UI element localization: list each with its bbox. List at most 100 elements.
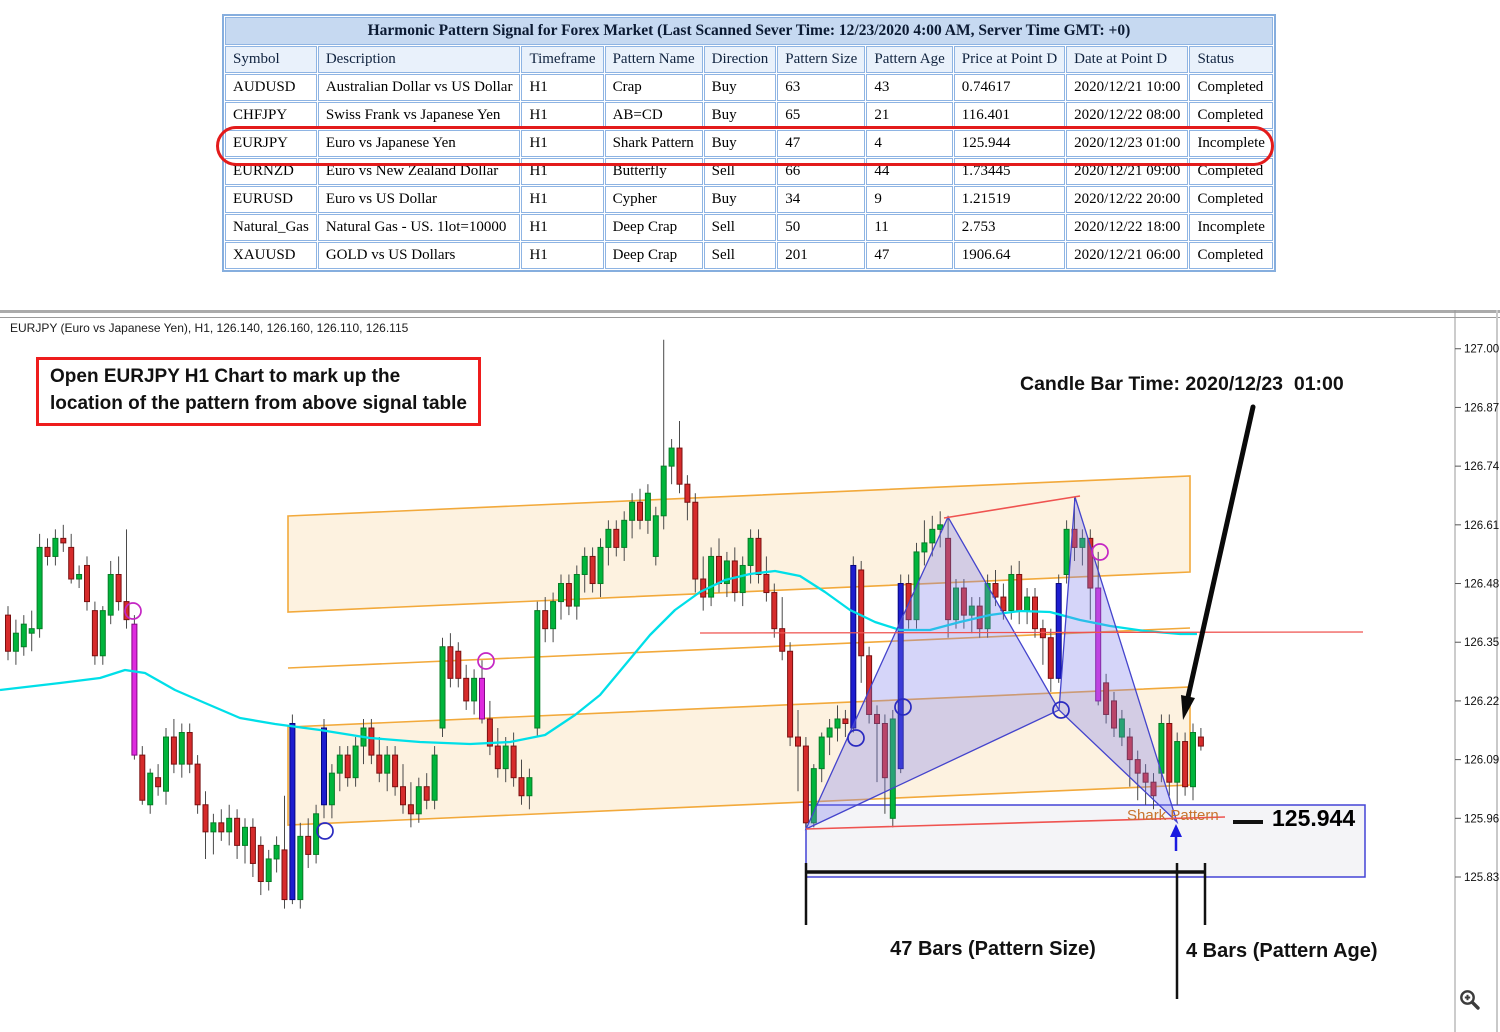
- table-cell: 2.753: [953, 214, 1066, 241]
- candle-body: [1197, 736, 1204, 747]
- candle-body: [1142, 772, 1149, 783]
- candle-body: [115, 573, 122, 603]
- candle-body: [929, 528, 936, 544]
- candle-body: [850, 564, 857, 729]
- candle-body: [1150, 781, 1157, 797]
- table-row[interactable]: AUDUSD Australian Dollar vs US Dollar H1 Cr…: [225, 74, 1273, 101]
- candle-body: [526, 777, 533, 797]
- candle-body: [178, 732, 185, 765]
- table-cell: 2020/12/21 10:00: [1066, 74, 1189, 101]
- candle-body: [1095, 587, 1102, 702]
- table-cell: 2020/12/22 18:00: [1066, 214, 1189, 241]
- candle-body: [629, 501, 636, 521]
- table-row[interactable]: XAUUSD GOLD vs US Dollars H1 Deep Crap Sell 2…: [225, 242, 1273, 269]
- candle-body: [763, 573, 770, 594]
- candle-body: [84, 564, 90, 603]
- table-cell: AB=CD: [604, 102, 703, 129]
- candle-body: [510, 745, 517, 779]
- candle-body: [305, 835, 312, 855]
- table-cell: 43: [866, 74, 953, 101]
- candle-body: [28, 628, 35, 634]
- table-cell: Completed: [1189, 242, 1273, 269]
- candle-body: [573, 573, 580, 607]
- candle-body: [755, 537, 762, 575]
- candle-body: [668, 447, 675, 467]
- table-row[interactable]: CHFJPY Swiss Frank vs Japanese Yen H1 AB=CD…: [225, 102, 1273, 129]
- candle-body: [802, 745, 809, 824]
- pattern-point-circle: [316, 822, 334, 840]
- candle-body: [1039, 628, 1046, 639]
- candle-body: [637, 501, 643, 521]
- table-title-row: Harmonic Pattern Signal for Forex Market…: [225, 17, 1273, 45]
- candle-body: [692, 501, 699, 580]
- candle-body: [155, 777, 162, 788]
- candle-body: [1008, 573, 1015, 612]
- candle-body: [984, 583, 991, 630]
- candle-body: [565, 583, 572, 607]
- table-row[interactable]: EURNZD Euro vs New Zealand Dollar H1 Butter…: [225, 158, 1273, 185]
- pattern-point-circle: [847, 729, 865, 747]
- table-cell: Euro vs New Zealand Dollar: [317, 158, 521, 185]
- shark-pattern-triangle: [804, 515, 1060, 831]
- candle-body: [234, 817, 241, 846]
- table-cell: 116.401: [953, 102, 1066, 129]
- red-trendline: [699, 631, 1364, 634]
- candle-body: [534, 610, 541, 729]
- table-cell: Australian Dollar vs US Dollar: [317, 74, 521, 101]
- table-cell: Buy: [703, 130, 777, 157]
- candle-body: [202, 804, 209, 833]
- candle-body: [771, 592, 778, 630]
- candle-body: [881, 722, 888, 779]
- candle-body: [257, 844, 264, 883]
- zoom-icon[interactable]: [1458, 988, 1482, 1012]
- table-row[interactable]: Natural_Gas Natural Gas - US. 1lot=10000 H…: [225, 214, 1273, 241]
- candle-body: [52, 537, 59, 557]
- candle-body: [186, 732, 193, 765]
- candle-body: [5, 614, 11, 652]
- table-cell: Completed: [1189, 74, 1273, 101]
- table-cell: Euro vs Japanese Yen: [317, 130, 521, 157]
- candle-body: [107, 573, 114, 616]
- column-header-pattern-age: Pattern Age: [866, 46, 953, 73]
- column-header-status: Status: [1189, 46, 1273, 73]
- table-cell: Butterfly: [604, 158, 703, 185]
- table-cell: Completed: [1189, 158, 1273, 185]
- candle-body: [1087, 537, 1094, 589]
- column-header-symbol: Symbol: [225, 46, 317, 73]
- candle-body: [660, 465, 667, 517]
- candle-body: [1182, 741, 1189, 788]
- candle-body: [652, 515, 659, 557]
- candle-body: [455, 650, 462, 679]
- candle-body: [486, 718, 493, 747]
- candle-body: [328, 772, 335, 806]
- pattern-point-circle: [1052, 701, 1070, 719]
- candle-body: [344, 754, 351, 779]
- table-cell: EURJPY: [225, 130, 317, 157]
- candle-body: [163, 736, 169, 792]
- pattern-size-label: 47 Bars (Pattern Size): [890, 938, 1096, 960]
- price-level-dash: [1233, 820, 1263, 824]
- candle-body: [644, 492, 651, 521]
- candle-body: [265, 858, 272, 883]
- column-header-date-at-point-d: Date at Point D: [1066, 46, 1189, 73]
- table-title: Harmonic Pattern Signal for Forex Market…: [225, 17, 1273, 45]
- table-cell: H1: [521, 214, 604, 241]
- candle-body: [502, 745, 509, 770]
- chart-title: EURJPY (Euro vs Japanese Yen), H1, 126.1…: [10, 321, 409, 335]
- table-cell: 2020/12/21 06:00: [1066, 242, 1189, 269]
- candle-body: [518, 777, 525, 797]
- table-row[interactable]: EURUSD Euro vs US Dollar H1 Cypher Buy 34 9 1.2…: [225, 186, 1273, 213]
- table-cell: EURNZD: [225, 158, 317, 185]
- table-cell: 66: [777, 158, 866, 185]
- table-cell: EURUSD: [225, 186, 317, 213]
- candle-body: [716, 555, 722, 585]
- candle-body: [242, 826, 248, 846]
- candle-body: [1118, 718, 1125, 738]
- annotation-note-box: Open EURJPY H1 Chart to mark up the loca…: [36, 357, 481, 426]
- note-line1: Open EURJPY H1 Chart to mark up the: [50, 366, 401, 387]
- candle-body: [723, 560, 730, 585]
- price-chart[interactable]: 127.00 126.87 126.74 126.61 126.48 126.35 126.…: [0, 310, 1500, 1032]
- column-header-direction: Direction: [703, 46, 777, 73]
- candle-body: [818, 736, 825, 770]
- table-cell: Sell: [703, 214, 777, 241]
